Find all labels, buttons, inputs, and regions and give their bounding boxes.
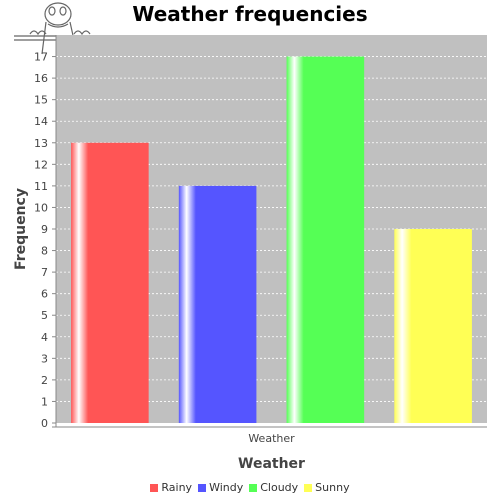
y-tick-label: 3 bbox=[41, 352, 48, 365]
legend-swatch bbox=[249, 483, 258, 492]
legend-label: Cloudy bbox=[260, 481, 299, 494]
y-tick-label: 10 bbox=[34, 201, 48, 214]
bar-windy bbox=[178, 185, 257, 423]
y-tick-label: 6 bbox=[41, 288, 48, 301]
y-tick-label: 2 bbox=[41, 374, 48, 387]
y-tick-label: 12 bbox=[34, 158, 48, 171]
y-tick-label: 15 bbox=[34, 94, 48, 107]
y-tick-label: 7 bbox=[41, 266, 48, 279]
y-tick-label: 4 bbox=[41, 331, 48, 344]
y-tick-label: 5 bbox=[41, 309, 48, 322]
y-tick-label: 9 bbox=[41, 223, 48, 236]
bar-sunny bbox=[394, 229, 472, 423]
legend-item-rainy: Rainy bbox=[150, 481, 192, 494]
legend-label: Sunny bbox=[315, 481, 350, 494]
y-tick-label: 17 bbox=[34, 51, 48, 64]
y-tick-label: 13 bbox=[34, 137, 48, 150]
y-tick-label: 14 bbox=[34, 115, 48, 128]
x-tick-label: Weather bbox=[248, 432, 295, 445]
chart-title: Weather frequencies bbox=[132, 2, 368, 26]
legend-label: Windy bbox=[209, 481, 244, 494]
y-tick-label: 0 bbox=[41, 417, 48, 430]
x-axis-title: Weather bbox=[238, 456, 305, 472]
legend-swatch bbox=[150, 483, 159, 492]
legend-swatch bbox=[198, 483, 207, 492]
y-tick-label: 1 bbox=[41, 395, 48, 408]
bar-rainy bbox=[71, 142, 149, 423]
legend-label: Rainy bbox=[161, 481, 193, 494]
legend-item-sunny: Sunny bbox=[304, 481, 350, 494]
y-axis-title: Frequency bbox=[13, 188, 29, 270]
legend-swatch bbox=[304, 483, 313, 492]
bar-cloudy bbox=[286, 56, 365, 424]
legend: Rainy Windy Cloudy Sunny bbox=[0, 481, 500, 494]
legend-item-cloudy: Cloudy bbox=[249, 481, 298, 494]
legend-item-windy: Windy bbox=[198, 481, 243, 494]
y-tick-label: 11 bbox=[34, 180, 48, 193]
y-tick-label: 8 bbox=[41, 245, 48, 258]
y-tick-label: 16 bbox=[34, 72, 48, 85]
